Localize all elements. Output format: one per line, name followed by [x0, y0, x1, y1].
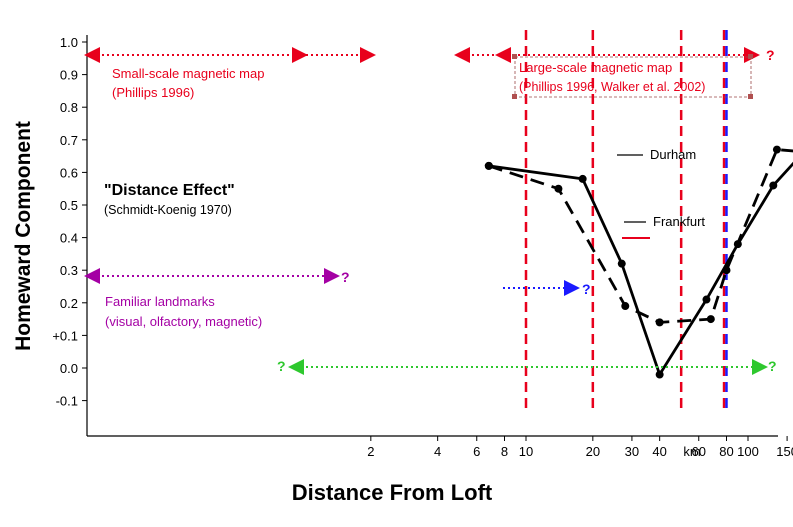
x-tick-label: 6 [473, 444, 480, 459]
small-map-label-line2: (Phillips 1996) [112, 85, 194, 100]
x-tick-label: 10 [519, 444, 533, 459]
x-axis-label: Distance From Loft [292, 480, 493, 505]
y-tick-label: -0.1 [56, 394, 78, 409]
y-tick-label: +0.1 [52, 328, 78, 343]
landmarks-label-line1: Familiar landmarks [105, 294, 215, 309]
y-tick-label: 0.2 [60, 296, 78, 311]
data-point-frankfurt [722, 266, 731, 275]
x-tick-label: 150 [776, 444, 793, 459]
x-tick-label: 4 [434, 444, 441, 459]
y-tick-label: 0.9 [60, 68, 78, 83]
data-point-durham [578, 174, 587, 183]
large-map-label-line1: Large-scale magnetic map [519, 60, 672, 75]
blue-question: ? [582, 281, 591, 297]
data-point-frankfurt [706, 315, 715, 324]
x-unit-label: km [683, 444, 700, 459]
large-map-handle-1 [512, 54, 517, 59]
data-point-durham [655, 370, 664, 379]
x-tick-label: 100 [737, 444, 759, 459]
small-map-label-line1: Small-scale magnetic map [112, 66, 264, 81]
y-tick-label: 0.3 [60, 263, 78, 278]
landmarks-question: ? [341, 269, 350, 285]
series-line-frankfurt [488, 148, 793, 324]
data-point-durham [617, 259, 626, 268]
x-tick-label: 60 [692, 444, 706, 459]
legend-durham-label: Durham [650, 147, 696, 162]
y-tick-label: 0.8 [60, 100, 78, 115]
x-ticks: 2468102030406080100150200300400km [367, 436, 793, 459]
green-question-right: ? [768, 358, 777, 374]
large-map-label-line2: (Phillips 1996, Walker et al. 2002) [519, 80, 705, 94]
y-tick-label: 0.5 [60, 198, 78, 213]
green-question-left: ? [277, 358, 286, 374]
x-tick-label: 30 [625, 444, 639, 459]
distance-effect-title: "Distance Effect" [104, 182, 235, 199]
data-point-durham [702, 295, 711, 304]
data-point-durham [769, 181, 778, 190]
data-point-frankfurt [621, 302, 630, 311]
legend-frankfurt-label: Frankfurt [653, 214, 705, 229]
x-tick-label: 40 [652, 444, 666, 459]
y-tick-label: 0.0 [60, 361, 78, 376]
y-tick-label: 0.4 [60, 231, 78, 246]
y-tick-label: 0.6 [60, 165, 78, 180]
large-map-handle-3 [512, 94, 517, 99]
data-point-frankfurt [484, 161, 493, 170]
y-ticks: -0.1 0.0 +0.1 0.2 0.3 0.4 0.5 0.6 0.7 0.8 0.9 1.0 [52, 35, 87, 409]
data-point-frankfurt [554, 184, 563, 193]
landmarks-label-line2: (visual, olfactory, magnetic) [105, 314, 262, 329]
large-map-selection-box [514, 56, 752, 98]
y-axis-label: Homeward Component [12, 121, 35, 351]
distance-effect-citation: (Schmidt-Koenig 1970) [104, 203, 232, 217]
large-map-handle-4 [748, 94, 753, 99]
x-tick-label: 8 [501, 444, 508, 459]
large-map-handle-2 [748, 54, 753, 59]
large-map-question: ? [766, 47, 775, 63]
y-tick-label: 1.0 [60, 35, 78, 50]
series-line-durham [488, 161, 793, 376]
x-tick-label: 20 [586, 444, 600, 459]
data-point-frankfurt [772, 145, 781, 154]
series-layer [484, 145, 793, 379]
data-point-frankfurt [655, 318, 664, 327]
x-tick-label: 2 [367, 444, 374, 459]
x-tick-label: 80 [719, 444, 733, 459]
y-tick-label: 0.7 [60, 133, 78, 148]
